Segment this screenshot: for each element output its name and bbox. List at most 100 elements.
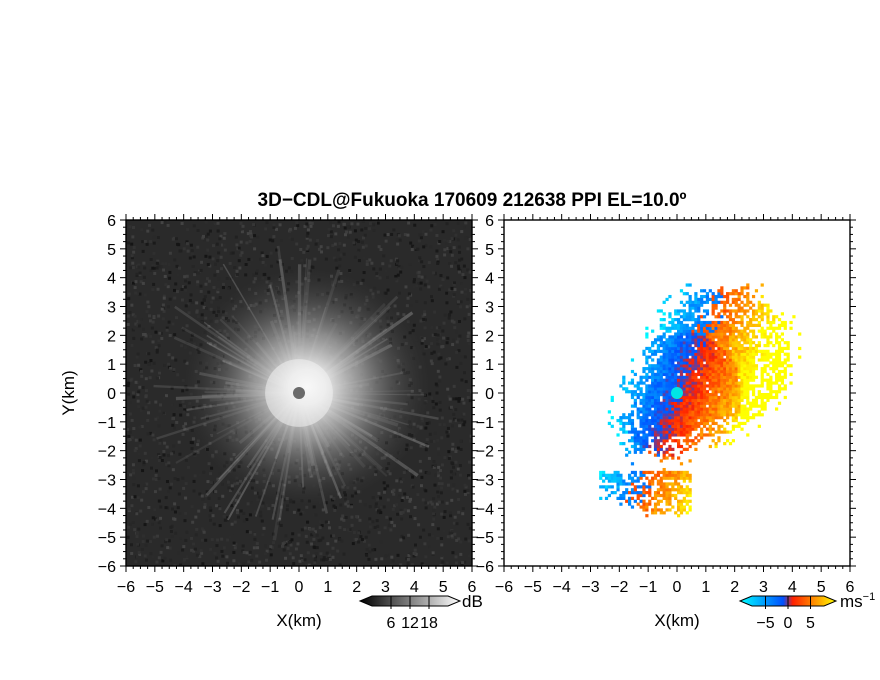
noise-pixel <box>398 267 402 271</box>
velocity-pixel <box>651 404 655 408</box>
velocity-pixel <box>645 418 649 423</box>
velocity-pixel <box>731 361 735 365</box>
velocity-pixel <box>714 378 718 382</box>
noise-pixel <box>216 288 220 292</box>
noise-pixel <box>394 277 398 281</box>
velocity-pixel <box>682 499 686 503</box>
velocity-pixel <box>749 416 753 420</box>
velocity-pixel <box>622 378 626 382</box>
velocity-pixel <box>622 424 626 428</box>
noise-pixel <box>373 548 377 552</box>
velocity-pixel <box>749 372 753 377</box>
velocity-pixel <box>766 326 770 330</box>
noise-pixel <box>186 228 190 232</box>
velocity-pixel <box>677 398 681 402</box>
noise-pixel <box>365 553 369 557</box>
noise-pixel <box>424 501 428 505</box>
velocity-pixel <box>708 384 712 388</box>
noise-pixel <box>469 304 472 308</box>
noise-pixel <box>445 501 449 505</box>
velocity-pixel <box>711 367 715 371</box>
noise-pixel <box>464 236 468 240</box>
velocity-pixel <box>659 384 663 388</box>
velocity-pixel <box>760 367 764 371</box>
velocity-pixel <box>682 491 686 495</box>
velocity-pixel <box>651 476 655 480</box>
noise-pixel <box>430 362 434 366</box>
noise-pixel <box>443 510 447 514</box>
noise-pixel <box>182 247 186 251</box>
velocity-pixel <box>677 508 681 512</box>
noise-pixel <box>186 270 190 274</box>
velocity-pixel <box>751 318 756 322</box>
noise-pixel <box>205 234 209 238</box>
velocity-pixel <box>751 315 756 319</box>
noise-pixel <box>409 497 413 501</box>
velocity-pixel <box>731 387 735 391</box>
velocity-pixel <box>682 312 686 316</box>
noise-pixel <box>334 258 338 262</box>
velocity-pixel <box>685 404 689 408</box>
velocity-pixel <box>682 496 686 500</box>
velocity-pixel <box>720 352 724 356</box>
noise-pixel <box>423 318 427 322</box>
velocity-pixel <box>694 424 698 428</box>
velocity-pixel <box>633 450 637 454</box>
velocity-pixel <box>717 367 721 371</box>
noise-pixel <box>213 222 217 226</box>
velocity-pixel <box>720 401 724 405</box>
velocity-pixel <box>659 393 663 397</box>
noise-pixel <box>152 315 156 319</box>
velocity-pixel <box>651 372 655 377</box>
velocity-pixel <box>726 358 730 362</box>
velocity-pixel <box>648 450 652 454</box>
noise-pixel <box>363 503 367 507</box>
velocity-pixel <box>688 393 692 397</box>
velocity-pixel <box>639 410 643 414</box>
velocity-pixel <box>697 361 701 365</box>
velocity-pixel <box>653 395 658 400</box>
velocity-pixel <box>714 395 718 400</box>
noise-pixel <box>155 518 159 522</box>
velocity-pixel <box>685 387 689 391</box>
noise-pixel <box>446 535 450 539</box>
velocity-pixel <box>734 349 738 353</box>
noise-pixel <box>197 509 201 513</box>
noise-pixel <box>303 558 307 562</box>
velocity-pixel <box>754 323 759 327</box>
velocity-pixel <box>705 369 710 374</box>
velocity-pixel <box>630 496 635 500</box>
velocity-pixel <box>723 323 727 327</box>
velocity-pixel <box>645 393 649 397</box>
velocity-pixel <box>691 323 695 327</box>
velocity-pixel <box>656 473 661 477</box>
noise-pixel <box>466 522 470 526</box>
noise-pixel <box>373 525 377 529</box>
velocity-pixel <box>677 416 681 420</box>
velocity-pixel <box>760 381 764 385</box>
noise-pixel <box>233 504 237 508</box>
velocity-pixel <box>668 329 672 333</box>
velocity-pixel <box>749 404 753 408</box>
velocity-pixel <box>697 390 701 394</box>
noise-pixel <box>135 272 139 276</box>
noise-pixel <box>166 223 170 227</box>
velocity-pixel <box>599 470 603 475</box>
velocity-pixel <box>694 318 698 322</box>
noise-pixel <box>424 443 428 447</box>
velocity-pixel <box>694 427 698 431</box>
velocity-pixel <box>743 375 747 379</box>
velocity-pixel <box>674 479 678 483</box>
velocity-pixel <box>662 300 666 304</box>
velocity-pixel <box>734 338 738 342</box>
noise-pixel <box>213 262 217 266</box>
velocity-pixel <box>688 358 692 362</box>
noise-pixel <box>357 259 361 263</box>
velocity-pixel <box>651 427 655 431</box>
velocity-pixel <box>685 413 689 417</box>
noise-pixel <box>405 557 409 561</box>
noise-pixel <box>269 545 273 549</box>
velocity-pixel <box>769 375 773 379</box>
velocity-pixel <box>723 338 727 342</box>
velocity-pixel <box>714 300 718 304</box>
